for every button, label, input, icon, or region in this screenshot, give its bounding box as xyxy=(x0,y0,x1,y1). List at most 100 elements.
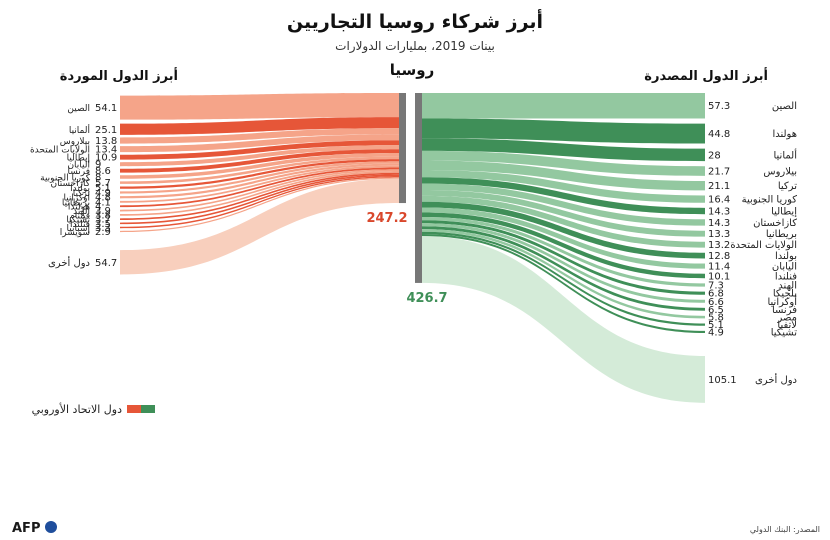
export-flow xyxy=(422,138,705,162)
import-country-label: تشيكيا xyxy=(66,216,90,226)
export-flow xyxy=(422,195,705,248)
legend: دول الاتحاد الأوروبي xyxy=(32,402,155,416)
export-country-label: مصر xyxy=(776,313,797,324)
export-value: 6.8 xyxy=(708,289,724,300)
import-flow xyxy=(120,93,399,120)
import-flow xyxy=(120,145,399,167)
import-country-label: إسبانيا xyxy=(67,224,90,234)
import-value: 4.9 xyxy=(95,188,111,199)
import-value: 54.1 xyxy=(95,103,117,114)
export-value: 11.4 xyxy=(708,262,730,273)
import-country-label: تركيا xyxy=(73,189,91,199)
import-flow xyxy=(120,153,399,179)
export-value: 5.8 xyxy=(708,313,724,324)
export-value: 21.1 xyxy=(708,181,730,192)
import-value: 5.1 xyxy=(95,183,111,194)
export-country-label: بولندا xyxy=(775,251,797,262)
export-country-label: إيطاليا xyxy=(771,207,797,218)
imports-total-bar xyxy=(399,93,406,204)
import-value: 25.1 xyxy=(95,125,117,136)
import-flow xyxy=(120,159,399,189)
import-value: 8 xyxy=(95,173,101,184)
export-flow xyxy=(422,217,705,287)
import-country-label: دول أخرى xyxy=(48,256,90,269)
import-flow xyxy=(120,117,399,135)
export-flow xyxy=(422,160,705,191)
export-flow xyxy=(422,93,705,119)
import-flow xyxy=(120,149,399,173)
import-value: 8.6 xyxy=(95,166,111,177)
export-flow xyxy=(422,226,705,311)
import-country-label: بيلاروس xyxy=(60,137,90,147)
export-value: 5.1 xyxy=(708,320,724,331)
export-value: 28 xyxy=(708,150,721,161)
import-country-label: اليابان xyxy=(67,161,90,171)
export-value: 6.6 xyxy=(708,297,724,308)
export-flow xyxy=(422,220,705,295)
export-country-label: ألمانيا xyxy=(773,148,797,161)
import-country-label: الهند xyxy=(73,207,90,217)
import-value: 5.7 xyxy=(95,178,111,189)
import-flow xyxy=(120,128,399,144)
center-label-russia: روسيا xyxy=(390,61,434,79)
import-flow xyxy=(120,169,399,212)
import-value: 3.9 xyxy=(95,206,111,217)
import-value: 10.9 xyxy=(95,153,117,164)
legend-swatch-export-eu xyxy=(141,405,155,413)
export-flow xyxy=(422,201,705,259)
import-country-label: فرنسا xyxy=(67,167,90,177)
import-country-label: إيطاليا xyxy=(67,154,90,164)
import-country-label: كوريا الجنوبية xyxy=(40,174,91,184)
import-country-label: فيتنام xyxy=(69,211,90,221)
import-flows xyxy=(120,93,399,275)
export-value: 44.8 xyxy=(708,129,730,140)
export-country-label: بلجيكا xyxy=(773,289,797,300)
import-flow xyxy=(120,140,399,160)
export-flow xyxy=(422,207,705,269)
import-value: 3.8 xyxy=(95,210,111,221)
chart-title: أبرز شركاء روسيا التجاريين xyxy=(287,9,543,33)
export-country-label: الولايات المتحدة xyxy=(730,240,797,251)
export-country-label: كازاخستان xyxy=(753,218,797,229)
legend-swatch-import-eu xyxy=(127,405,141,413)
import-value: 3.3 xyxy=(95,223,111,234)
export-value: 4.9 xyxy=(708,327,724,338)
exports-total-bar xyxy=(415,93,422,283)
import-country-label: بولندا xyxy=(70,184,90,194)
export-flow xyxy=(422,183,705,226)
import-value: 3.5 xyxy=(95,219,111,230)
export-value: 13.2 xyxy=(708,240,730,251)
export-country-label: بيلاروس xyxy=(763,167,797,178)
legend-label: دول الاتحاد الأوروبي xyxy=(32,402,123,416)
exports-total-value: 426.7 xyxy=(406,291,447,306)
export-value: 6.5 xyxy=(708,305,724,316)
import-value: 13.8 xyxy=(95,136,117,147)
import-value: 3.7 xyxy=(95,215,111,226)
import-flow xyxy=(120,134,399,153)
import-flow xyxy=(120,178,399,275)
import-flow xyxy=(120,156,399,184)
import-country-label: بريطانيا xyxy=(62,198,90,208)
export-value: 10.1 xyxy=(708,271,730,282)
import-flow xyxy=(120,171,399,216)
import-value: 4.1 xyxy=(95,197,111,208)
export-country-label: الصين xyxy=(772,101,797,112)
export-country-label: أوكرانيا xyxy=(767,295,797,308)
export-flow xyxy=(422,169,705,203)
import-flow xyxy=(120,165,399,203)
export-country-label: دول أخرى xyxy=(755,373,797,386)
export-flow xyxy=(422,231,705,326)
export-flow xyxy=(422,177,705,215)
export-value: 13.3 xyxy=(708,229,730,240)
export-flow xyxy=(422,229,705,319)
import-country-label: كازاخستان xyxy=(50,179,90,189)
import-flow xyxy=(120,175,399,229)
import-value: 13.4 xyxy=(95,145,117,156)
export-value: 14.3 xyxy=(708,207,730,218)
import-country-label: الصين xyxy=(67,104,90,114)
afp-logo: AFP xyxy=(12,521,57,536)
export-value: 7.3 xyxy=(708,280,724,291)
export-value: 57.3 xyxy=(708,101,730,112)
export-flow xyxy=(422,150,705,176)
export-country-label: الهند xyxy=(778,280,797,291)
